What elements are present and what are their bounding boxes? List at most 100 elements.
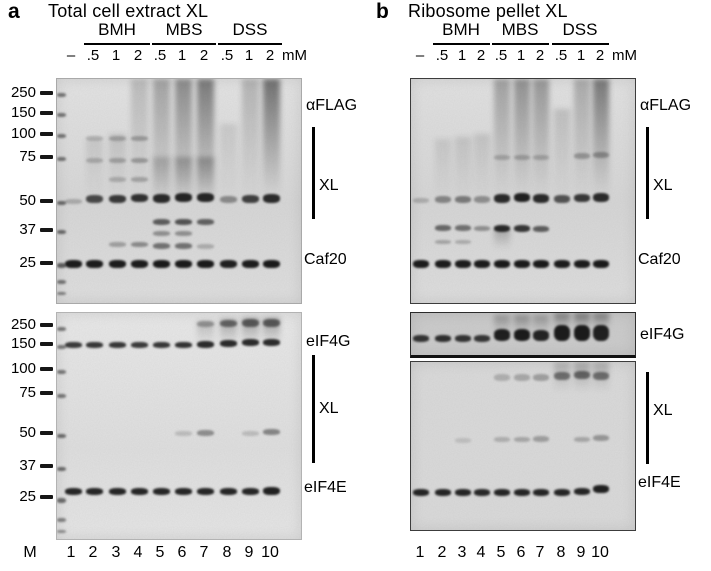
conc-label: – [415, 47, 425, 64]
gel-image-ribosome-pellet-eif4g [410, 312, 636, 358]
xl-label-b-bottom: XL [653, 402, 673, 419]
lane-label: 3 [111, 544, 121, 561]
mw-label: 250 [10, 316, 36, 333]
conc-label: 1 [516, 47, 526, 64]
mw-label: 50 [19, 192, 36, 209]
antibody-label-aflag-b: αFLAG [640, 97, 692, 114]
lane-label: 2 [88, 544, 98, 561]
xl-label-a-bottom: XL [319, 400, 339, 417]
xl-bracket-a-top [312, 127, 315, 219]
mw-tick [40, 431, 53, 435]
lane-label: 9 [244, 544, 254, 561]
lane-label: 1 [415, 544, 425, 561]
mw-label: 25 [19, 254, 36, 271]
conc-label: 2 [476, 47, 486, 64]
xl-label-b-top: XL [653, 177, 673, 194]
group-label-dss-b: DSS [562, 20, 598, 39]
lane-label: 2 [437, 544, 447, 561]
group-underline-bmh-a [84, 43, 150, 45]
group-label-bmh-a: BMH [98, 20, 136, 39]
mw-tick [40, 132, 53, 136]
mw-label: 25 [19, 488, 36, 505]
conc-label: 2 [595, 47, 605, 64]
mw-tick [40, 391, 53, 395]
band-label-eif4e-b: eIF4E [638, 474, 681, 491]
marker-lane-label: M [23, 544, 37, 561]
mw-label: 150 [10, 335, 36, 352]
band-label-caf20-b: Caf20 [638, 251, 681, 268]
mw-tick [40, 323, 53, 327]
group-label-mbs-b: MBS [501, 20, 539, 39]
group-underline-dss-b [552, 43, 609, 45]
mw-tick [40, 111, 53, 115]
gel-grain-texture [57, 313, 301, 539]
xl-bracket-a-bottom [312, 355, 315, 463]
panel-a-title: Total cell extract XL [48, 1, 209, 21]
lane-label: 6 [516, 544, 526, 561]
xl-label-a-top: XL [319, 177, 339, 194]
panel-b-letter: b [376, 0, 389, 23]
mw-label: 37 [19, 221, 36, 238]
mw-label: 150 [10, 104, 36, 121]
conc-label: 1 [177, 47, 187, 64]
lane-label: 10 [591, 544, 609, 561]
lane-label: 7 [199, 544, 209, 561]
lane-label: 5 [496, 544, 506, 561]
mw-tick [40, 261, 53, 265]
conc-label: 2 [199, 47, 209, 64]
band-label-eif4g-a: eIF4G [306, 333, 351, 350]
gel-image-ribosome-pellet-aflag [410, 78, 636, 304]
panel-b-title: Ribosome pellet XL [408, 1, 568, 21]
xl-bracket-b-top [646, 127, 649, 219]
group-underline-bmh-b [433, 43, 490, 45]
conc-label: .5 [494, 47, 508, 64]
group-underline-mbs-b [492, 43, 549, 45]
lane-label: 6 [177, 544, 187, 561]
lane-label: 7 [535, 544, 545, 561]
group-underline-dss-a [218, 43, 282, 45]
conc-label: 1 [576, 47, 586, 64]
band-label-caf20-a: Caf20 [304, 251, 347, 268]
group-label-mbs-a: MBS [165, 20, 203, 39]
lane-label: 8 [556, 544, 566, 561]
lane-label: 5 [155, 544, 165, 561]
group-label-bmh-b: BMH [442, 20, 480, 39]
conc-label: .5 [435, 47, 449, 64]
mw-tick [40, 464, 53, 468]
lane-label: 8 [222, 544, 232, 561]
conc-label: 2 [133, 47, 143, 64]
group-label-dss-a: DSS [232, 20, 268, 39]
mw-label: 250 [10, 84, 36, 101]
band-label-eif4e-a: eIF4E [304, 479, 347, 496]
band-label-eif4g-b: eIF4G [640, 326, 685, 343]
unit-label-a: mM [282, 47, 307, 64]
mw-label: 75 [19, 384, 36, 401]
panel-a-letter: a [8, 0, 20, 23]
gel-grain-texture [411, 362, 635, 530]
mw-tick [40, 91, 53, 95]
conc-label: .5 [220, 47, 234, 64]
lane-label: 3 [457, 544, 467, 561]
group-underline-mbs-a [152, 43, 216, 45]
lane-label: 4 [133, 544, 143, 561]
gel-image-total-extract-eif4 [56, 312, 302, 540]
lane-label: 1 [66, 544, 76, 561]
lane-label: 4 [476, 544, 486, 561]
lane-label: 9 [576, 544, 586, 561]
conc-label: – [66, 47, 76, 64]
mw-tick [40, 367, 53, 371]
mw-tick [40, 495, 53, 499]
conc-label: 2 [265, 47, 275, 64]
mw-label: 37 [19, 457, 36, 474]
antibody-label-aflag-a: αFLAG [306, 97, 358, 114]
conc-label: 2 [535, 47, 545, 64]
mw-tick [40, 342, 53, 346]
mw-tick [40, 228, 53, 232]
mw-tick [40, 199, 53, 203]
gel-image-total-extract-aflag [56, 78, 302, 304]
unit-label-b: mM [612, 47, 637, 64]
mw-label: 75 [19, 148, 36, 165]
mw-label: 50 [19, 424, 36, 441]
conc-label: .5 [554, 47, 568, 64]
